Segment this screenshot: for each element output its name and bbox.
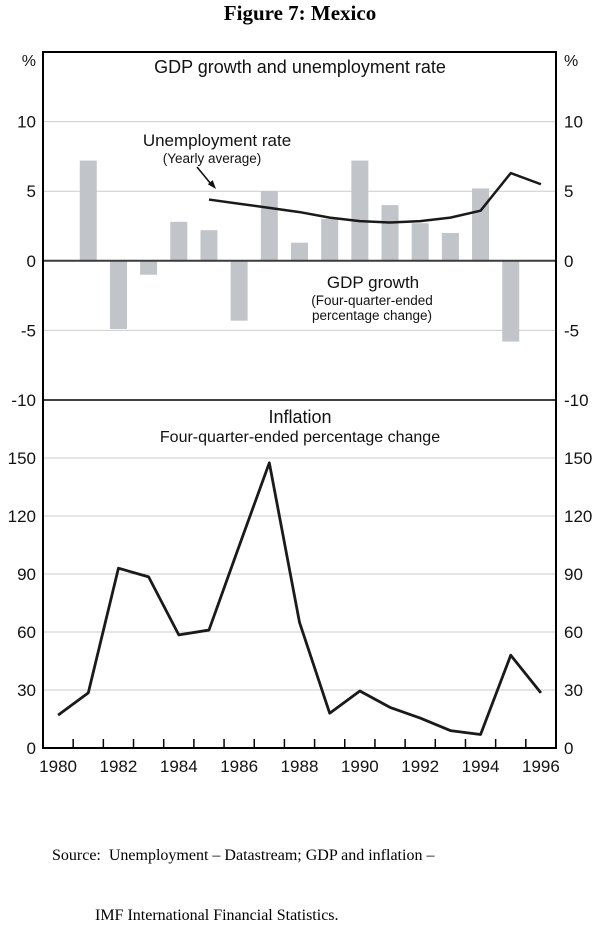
x-tick-label: 1988 [281, 757, 319, 776]
inflation-title: Inflation [268, 407, 331, 427]
gdp-bar-1988 [291, 242, 308, 261]
gdp-bar-1986 [230, 260, 248, 321]
x-tick-label: 1990 [341, 757, 379, 776]
gdp-bar-1982 [109, 260, 127, 330]
y-tick-label-right: 0 [564, 252, 573, 271]
gdp-bar-1984 [170, 221, 188, 261]
gdp-bar-1985 [200, 230, 218, 261]
y-tick-label-right: 120 [564, 507, 592, 526]
figure-chart: -10 -10 -5 -5 0 0 5 5 10 10 0 0 30 30 60 60 90 90 120 120 15… [8, 51, 592, 776]
y-tick-label-left: 120 [8, 507, 36, 526]
x-tick-label: 1996 [522, 757, 560, 776]
gdp-bar-1983 [140, 260, 158, 275]
inflation-subtitle: Four-quarter-ended percentage change [160, 429, 440, 446]
y-tick-label-right: 30 [564, 681, 583, 700]
figure-title: Figure 7: Mexico [223, 1, 377, 25]
y-tick-label-right: 0 [564, 739, 573, 758]
y-tick-label-left: 90 [17, 565, 36, 584]
gdp-bar-1987 [260, 191, 278, 261]
inflation-line [57, 461, 543, 736]
y-tick-label-right: 10 [564, 113, 583, 132]
annotation-arrow-head-icon [207, 180, 216, 189]
gdp-annotation-sublabel-1: (Four-quarter-ended [311, 293, 433, 308]
y-tick-label-right: 5 [564, 182, 573, 201]
gdp-bar-1992 [411, 223, 429, 261]
x-tick-label: 1994 [462, 757, 500, 776]
y-tick-label-left: 30 [17, 681, 36, 700]
y-tick-label-left: 10 [17, 113, 36, 132]
source-note: Source: Unemployment – Datastream; GDP a… [52, 806, 434, 946]
y-tick-label-right: 150 [564, 449, 592, 468]
unemployment-line [208, 171, 542, 224]
y-tick-label-left: 5 [27, 182, 36, 201]
source-line-1: Source: Unemployment – Datastream; GDP a… [52, 847, 435, 864]
unit-label-left: % [22, 53, 36, 70]
gdp-annotation-label: GDP growth [327, 273, 419, 292]
gdp-bar-1989 [321, 219, 339, 261]
x-tick-label: 1984 [160, 757, 198, 776]
gdp-bar-1981 [79, 160, 97, 261]
x-tick-label: 1982 [100, 757, 138, 776]
unit-label-right: % [564, 53, 578, 70]
y-tick-label-left: 0 [27, 252, 36, 271]
x-tick-label: 1992 [401, 757, 439, 776]
gdp-bar-1995 [502, 260, 520, 342]
annotation-arrow-line [196, 166, 212, 185]
gdp-bar-1994 [472, 188, 490, 261]
y-tick-label-left: 150 [8, 449, 36, 468]
y-tick-label-left: -10 [11, 391, 36, 410]
y-tick-label-left: -5 [21, 321, 36, 340]
gdp-bar-1991 [381, 205, 399, 261]
gdp-bar-1990 [351, 160, 369, 261]
gdp-annotation-sublabel-2: percentage change) [312, 308, 432, 323]
y-tick-label-right: 90 [564, 565, 583, 584]
chart-generated-layer: -10 -10 -5 -5 0 0 5 5 10 10 0 0 30 30 60 60 90 90 120 120 15… [8, 51, 592, 776]
top-panel-title: GDP growth and unemployment rate [154, 57, 446, 77]
unemployment-annotation-sublabel: (Yearly average) [163, 151, 262, 166]
unemployment-annotation-label: Unemployment rate [143, 131, 291, 150]
x-tick-label: 1980 [39, 757, 77, 776]
y-tick-label-right: 60 [564, 623, 583, 642]
y-tick-label-right: -10 [564, 391, 589, 410]
y-tick-label-left: 60 [17, 623, 36, 642]
x-tick-label: 1986 [220, 757, 258, 776]
gdp-bar-1993 [441, 232, 459, 261]
y-tick-label-left: 0 [27, 739, 36, 758]
source-line-2: IMF International Financial Statistics. [95, 907, 339, 924]
y-tick-label-right: -5 [564, 321, 579, 340]
